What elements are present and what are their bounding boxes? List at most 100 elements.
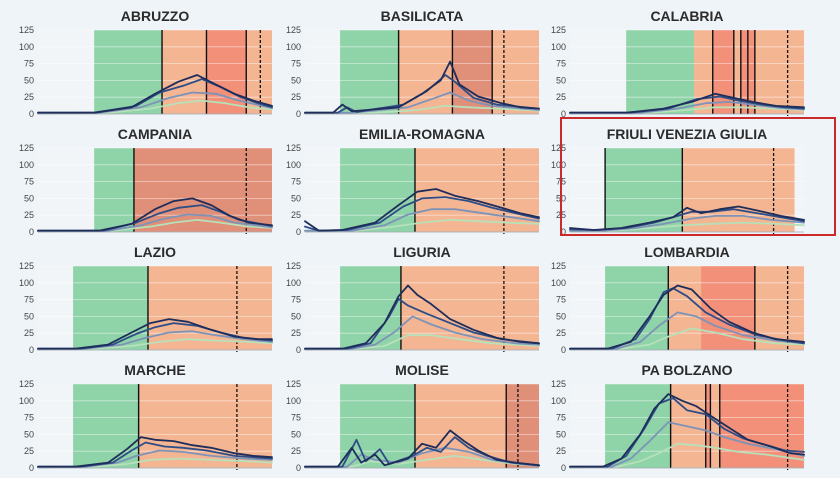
zone-band — [570, 384, 606, 468]
zone-band — [570, 30, 627, 114]
zone-band — [398, 30, 453, 114]
zone-band — [38, 384, 74, 468]
chart-panel-7: LAZIO 0 25 50 75 100 125 — [8, 242, 278, 360]
y-tick-label: 125 — [286, 379, 301, 389]
chart-title: MARCHE — [124, 362, 186, 378]
series-line — [37, 318, 273, 350]
chart-plot: 0 25 50 75 100 125 — [286, 261, 540, 355]
zone-band — [754, 30, 804, 114]
series-line — [37, 99, 273, 115]
chart-title: PA BOLZANO — [641, 362, 733, 378]
y-tick-label: 25 — [24, 92, 34, 102]
series-line — [304, 298, 540, 350]
y-tick-label: 75 — [291, 295, 301, 305]
y-tick-label: 125 — [286, 25, 301, 35]
chart-plot: 0 25 50 75 100 125 — [19, 25, 273, 119]
series-line — [304, 315, 540, 351]
y-tick-label: 50 — [291, 193, 301, 203]
series-line — [569, 205, 805, 231]
chart-title: LOMBARDIA — [644, 244, 730, 260]
y-tick-label: 100 — [286, 278, 301, 288]
zone-band — [694, 30, 713, 114]
y-tick-label: 25 — [291, 328, 301, 338]
series-line — [304, 455, 540, 469]
chart-plot: 0 25 50 75 100 125 — [19, 143, 273, 237]
chart-title: CALABRIA — [650, 8, 724, 24]
zone-band — [506, 384, 539, 468]
y-tick-label: 50 — [556, 429, 566, 439]
series-line — [304, 60, 540, 114]
zone-band — [94, 148, 134, 232]
y-tick-label: 125 — [286, 143, 301, 153]
y-tick-label: 125 — [19, 143, 34, 153]
y-tick-label: 125 — [19, 25, 34, 35]
chart-panel-4: CAMPANIA 0 25 50 75 100 125 — [8, 124, 278, 242]
y-tick-label: 125 — [551, 143, 566, 153]
series-line — [37, 213, 273, 233]
chart-panel-8: LIGURIA 0 25 50 75 100 125 — [275, 242, 545, 360]
zone-band — [794, 148, 804, 232]
zone-band — [605, 384, 671, 468]
zone-band — [668, 266, 702, 350]
y-tick-label: 50 — [291, 311, 301, 321]
series-line — [569, 421, 805, 469]
chart-panel-2: BASILICATA 0 25 50 75 100 125 — [275, 6, 545, 124]
chart-panel-9: LOMBARDIA 0 25 50 75 100 125 — [540, 242, 810, 360]
y-tick-label: 25 — [291, 446, 301, 456]
zone-band — [94, 30, 163, 114]
y-tick-label: 25 — [556, 92, 566, 102]
zone-band — [414, 384, 507, 468]
chart-panel-11: MOLISE 0 25 50 75 100 125 — [275, 360, 545, 478]
zone-band — [305, 384, 341, 468]
series-line — [569, 101, 805, 115]
highlight-box — [560, 117, 836, 236]
zone-band — [38, 266, 74, 350]
y-tick-label: 125 — [551, 261, 566, 271]
zone-band — [570, 266, 606, 350]
chart-plot: 0 25 50 75 100 125 — [286, 143, 540, 237]
series-line — [37, 436, 273, 468]
series-line — [569, 92, 805, 114]
zone-band — [133, 148, 272, 232]
chart-title: FRIULI VENEZIA GIULIA — [606, 126, 768, 142]
y-tick-label: 125 — [286, 261, 301, 271]
y-tick-label: 100 — [286, 42, 301, 52]
zone-band — [492, 30, 539, 114]
chart-panel-10: MARCHE 0 25 50 75 100 125 — [8, 360, 278, 478]
y-tick-label: 0 — [29, 463, 34, 473]
y-tick-label: 50 — [24, 429, 34, 439]
chart-panel-5: EMILIA-ROMAGNA 0 25 50 75 100 125 — [275, 124, 545, 242]
y-tick-label: 75 — [556, 413, 566, 423]
chart-plot: 0 25 50 75 100 125 — [286, 379, 540, 473]
y-tick-label: 0 — [296, 227, 301, 237]
y-tick-label: 25 — [24, 210, 34, 220]
chart-title: LIGURIA — [393, 244, 451, 260]
y-tick-label: 0 — [561, 345, 566, 355]
y-tick-label: 125 — [551, 379, 566, 389]
zone-band — [305, 148, 341, 232]
zone-band — [147, 266, 272, 350]
y-tick-label: 125 — [19, 379, 34, 389]
y-tick-label: 50 — [24, 311, 34, 321]
zone-band — [138, 384, 272, 468]
series-line — [37, 197, 273, 232]
y-tick-label: 100 — [286, 396, 301, 406]
zone-band — [305, 30, 341, 114]
y-tick-label: 50 — [556, 75, 566, 85]
zone-band — [340, 384, 415, 468]
y-tick-label: 0 — [561, 463, 566, 473]
zone-band — [710, 384, 720, 468]
y-tick-label: 75 — [24, 177, 34, 187]
series-line — [37, 338, 273, 351]
y-tick-label: 25 — [24, 328, 34, 338]
series-line — [569, 215, 805, 232]
y-tick-label: 100 — [19, 396, 34, 406]
y-tick-label: 0 — [29, 109, 34, 119]
chart-title: ABRUZZO — [120, 8, 190, 24]
chart-plot: 0 25 50 75 100 125 — [19, 261, 273, 355]
y-tick-label: 75 — [556, 295, 566, 305]
chart-title: BASILICATA — [380, 8, 464, 24]
zone-band — [719, 384, 804, 468]
zone-band — [754, 266, 804, 350]
series-line — [304, 208, 540, 232]
